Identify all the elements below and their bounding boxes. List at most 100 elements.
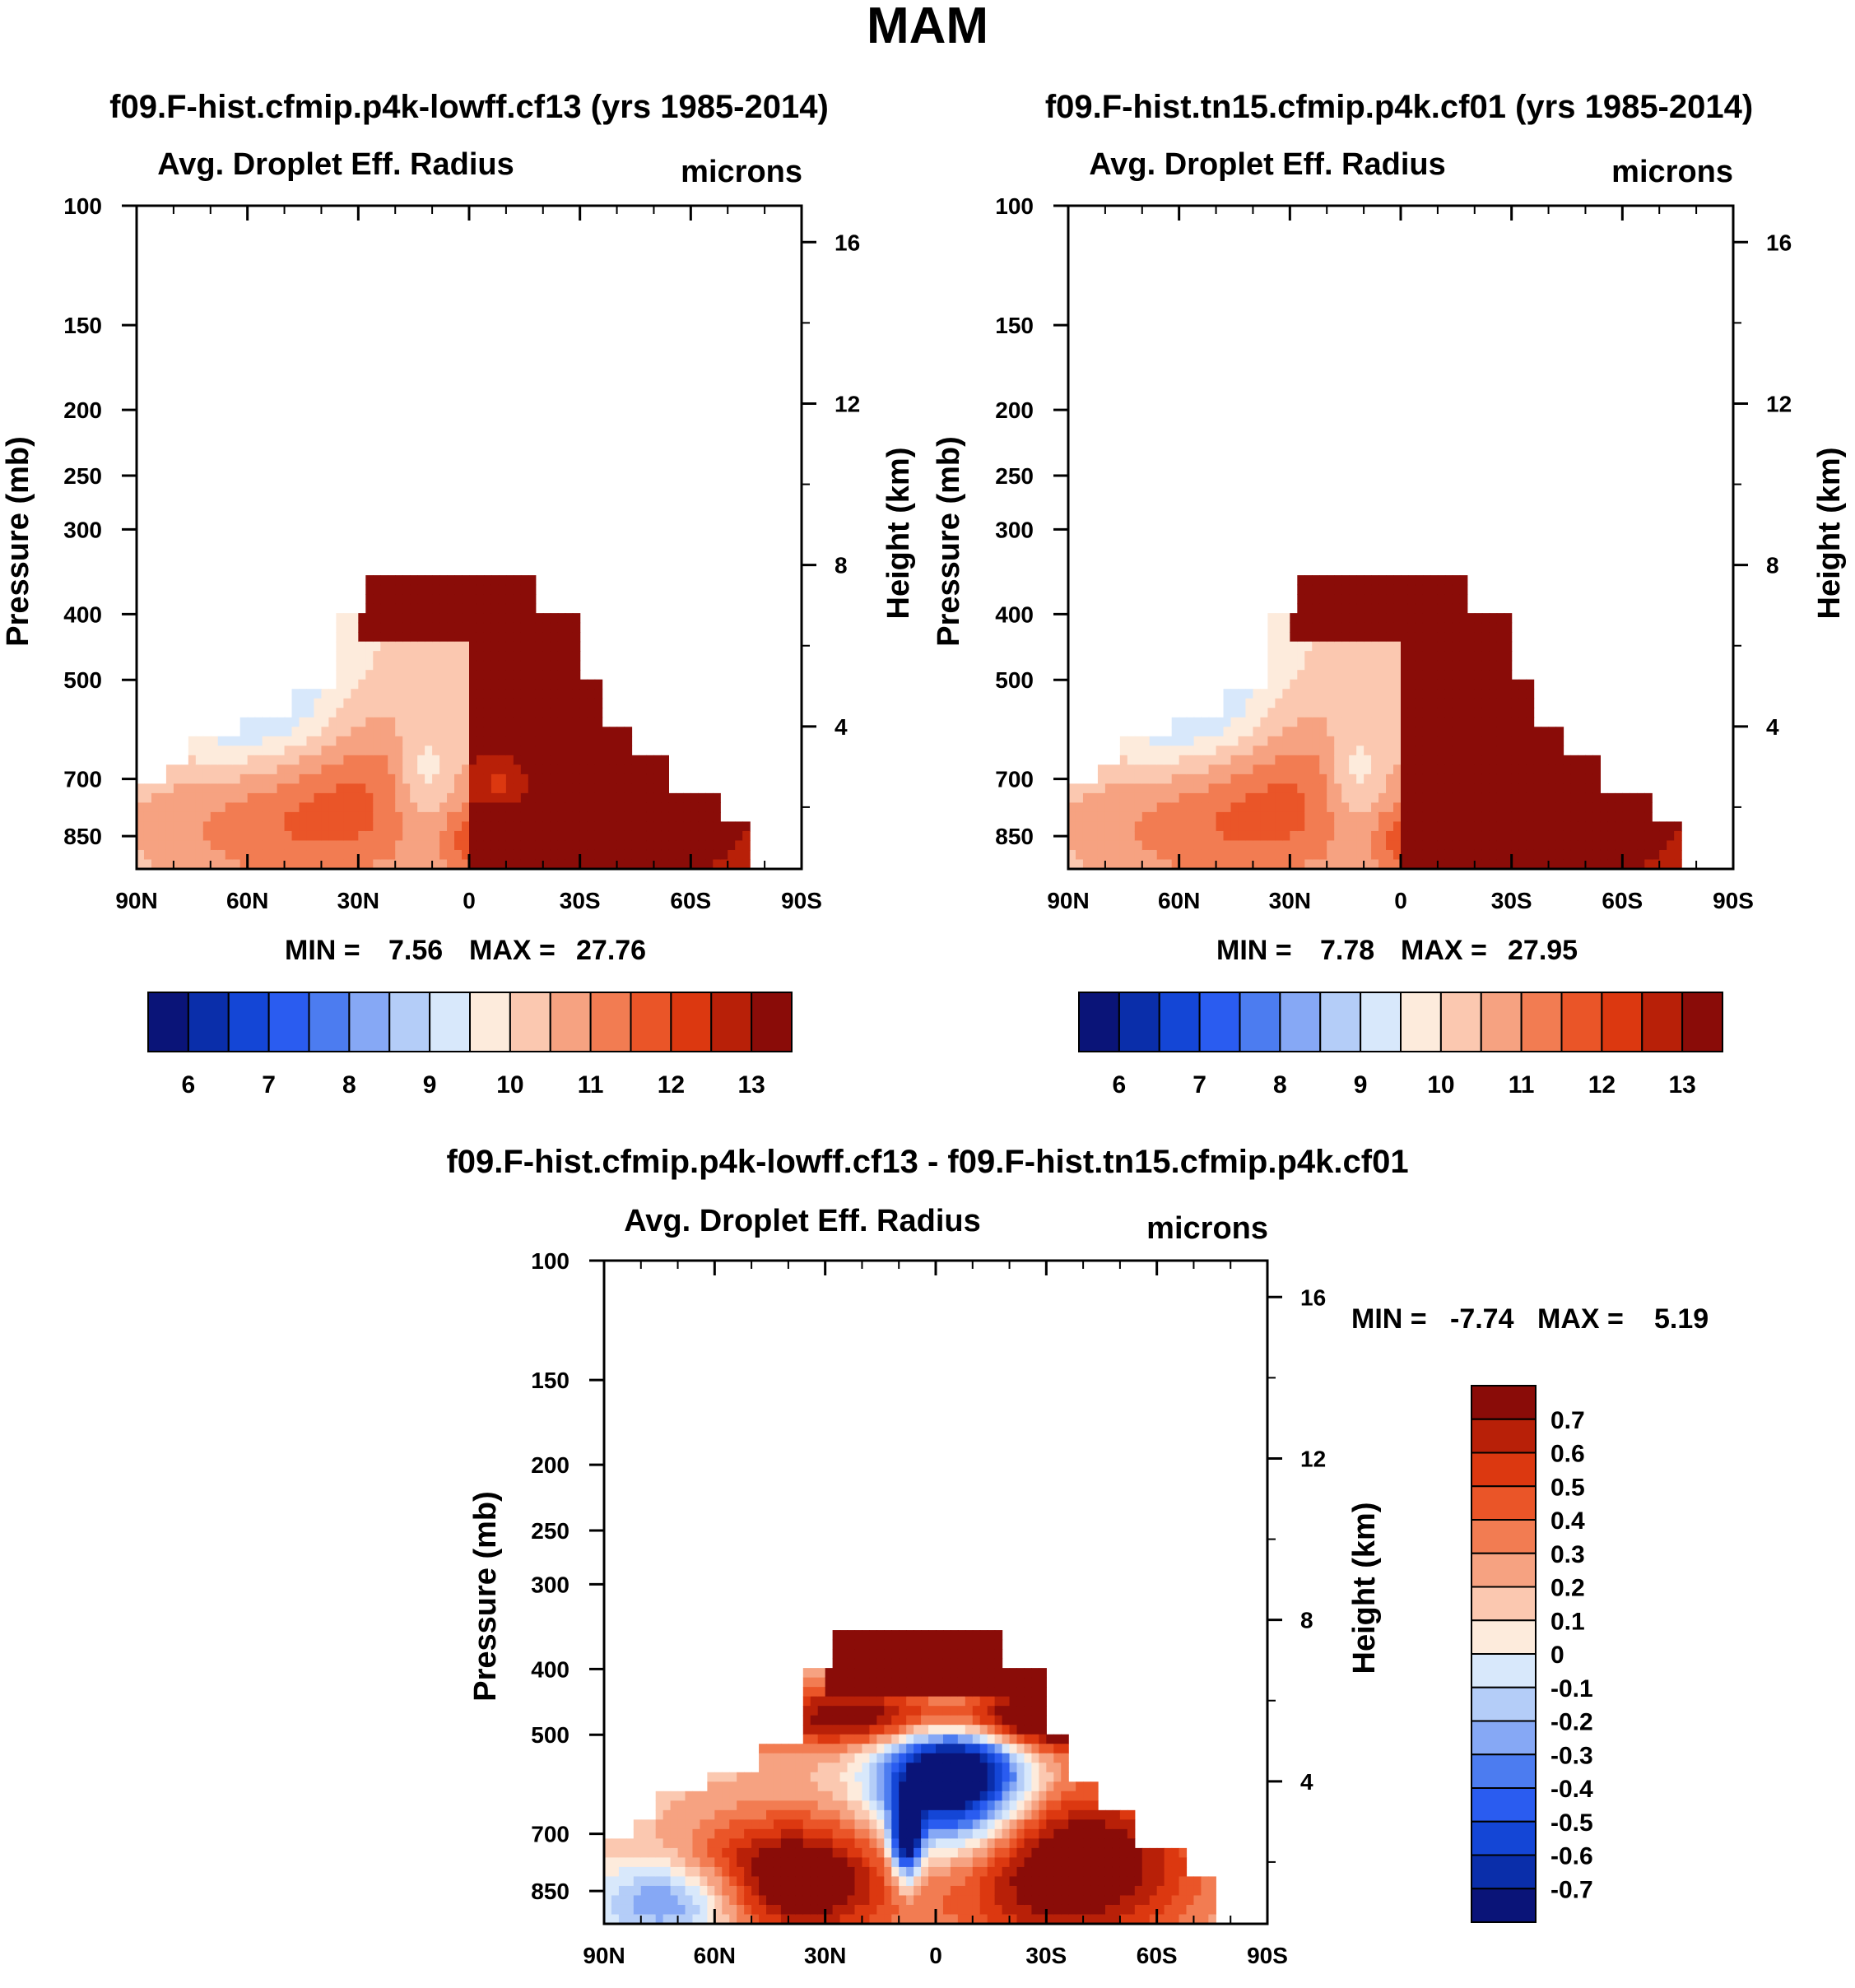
field-cell — [653, 849, 662, 861]
field-cell — [1223, 689, 1232, 699]
field-cell — [277, 746, 286, 756]
field-cell — [780, 1800, 789, 1811]
field-cell — [802, 1772, 811, 1782]
field-cell — [759, 1791, 767, 1801]
field-cell — [158, 840, 167, 851]
field-cell — [535, 651, 544, 662]
field-cell — [1444, 689, 1453, 699]
field-cell — [862, 1639, 870, 1650]
field-cell — [351, 783, 359, 794]
field-cell — [225, 783, 234, 794]
field-cell — [180, 840, 189, 851]
field-cell — [447, 651, 455, 662]
field-cell — [587, 792, 596, 803]
field-cell — [1341, 773, 1350, 784]
field-cell — [1548, 783, 1557, 794]
field-cell — [1039, 1895, 1047, 1906]
field-cell — [639, 830, 648, 842]
field-cell — [262, 792, 271, 803]
field-cell — [1555, 755, 1564, 765]
field-cell — [965, 1857, 974, 1868]
field-cell — [639, 821, 648, 832]
field-cell — [906, 1677, 914, 1688]
field-cell — [1496, 736, 1505, 746]
field-cell — [277, 802, 286, 813]
field-cell — [994, 1649, 1003, 1660]
field-cell — [254, 755, 263, 765]
field-cell — [1430, 670, 1439, 680]
field-cell — [899, 1734, 907, 1744]
field-cell — [1422, 746, 1431, 756]
field-cell — [1341, 632, 1350, 643]
field-cell — [490, 679, 500, 690]
field-cell — [1334, 783, 1342, 794]
field-cell — [1031, 1696, 1039, 1707]
field-cell — [1652, 830, 1660, 842]
field-cell — [662, 1895, 672, 1906]
field-cell — [1046, 1819, 1054, 1830]
field-cell — [1541, 840, 1550, 851]
field-cell — [1401, 584, 1409, 595]
field-cell — [1378, 830, 1387, 842]
field-cell — [862, 1895, 870, 1906]
field-cell — [631, 792, 640, 803]
field-cell — [690, 840, 699, 851]
field-cell — [914, 1696, 922, 1707]
field-cell — [1430, 811, 1439, 823]
field-cell — [854, 1715, 863, 1726]
field-cell — [380, 859, 388, 870]
field-cell — [1341, 584, 1350, 595]
field-cell — [1334, 679, 1342, 690]
field-cell — [1356, 746, 1365, 756]
field-cell — [972, 1857, 981, 1868]
field-cell — [648, 1847, 657, 1858]
field-cell — [1652, 821, 1660, 832]
field-cell — [1615, 840, 1623, 851]
field-cell — [439, 859, 448, 870]
field-cell — [1141, 849, 1151, 861]
min-label: MIN = — [1351, 1303, 1427, 1335]
y-right-tick-label: 12 — [1766, 391, 1792, 416]
field-cell — [1327, 594, 1335, 605]
field-cell — [640, 1838, 649, 1849]
field-cell — [1630, 830, 1638, 842]
field-cell — [1349, 632, 1357, 643]
field-cell — [1415, 736, 1424, 746]
field-cell — [1489, 641, 1498, 652]
field-cell — [395, 689, 403, 699]
field-cell — [1607, 811, 1616, 823]
field-cell — [565, 755, 574, 765]
field-cell — [417, 660, 425, 671]
field-cell — [373, 689, 381, 699]
field-cell — [1644, 859, 1653, 870]
field-cell — [447, 792, 455, 803]
field-cell — [1039, 1725, 1047, 1735]
field-cell — [565, 651, 574, 662]
field-cell — [862, 1725, 870, 1735]
field-cell — [668, 802, 676, 813]
field-cell — [343, 792, 351, 803]
field-cell — [557, 792, 566, 803]
field-cell — [328, 773, 337, 784]
colorbar-swatch — [1158, 992, 1201, 1052]
field-cell — [653, 755, 662, 765]
field-cell — [994, 1658, 1003, 1669]
field-cell — [602, 764, 611, 775]
field-cell — [1083, 1809, 1091, 1820]
field-cell — [1578, 811, 1587, 823]
field-cell — [994, 1904, 1003, 1916]
field-cell — [942, 1781, 951, 1792]
field-cell — [321, 708, 330, 718]
field-cell — [1437, 594, 1446, 605]
field-cell — [1533, 811, 1542, 823]
field-cell — [358, 717, 366, 727]
field-cell — [410, 689, 418, 699]
field-cell — [847, 1828, 856, 1839]
field-cell — [972, 1838, 981, 1849]
field-cell — [425, 717, 433, 727]
field-cell — [535, 689, 544, 699]
field-cell — [1518, 755, 1527, 765]
field-cell — [1422, 727, 1431, 737]
field-cell — [1260, 830, 1268, 842]
field-cell — [616, 773, 625, 784]
